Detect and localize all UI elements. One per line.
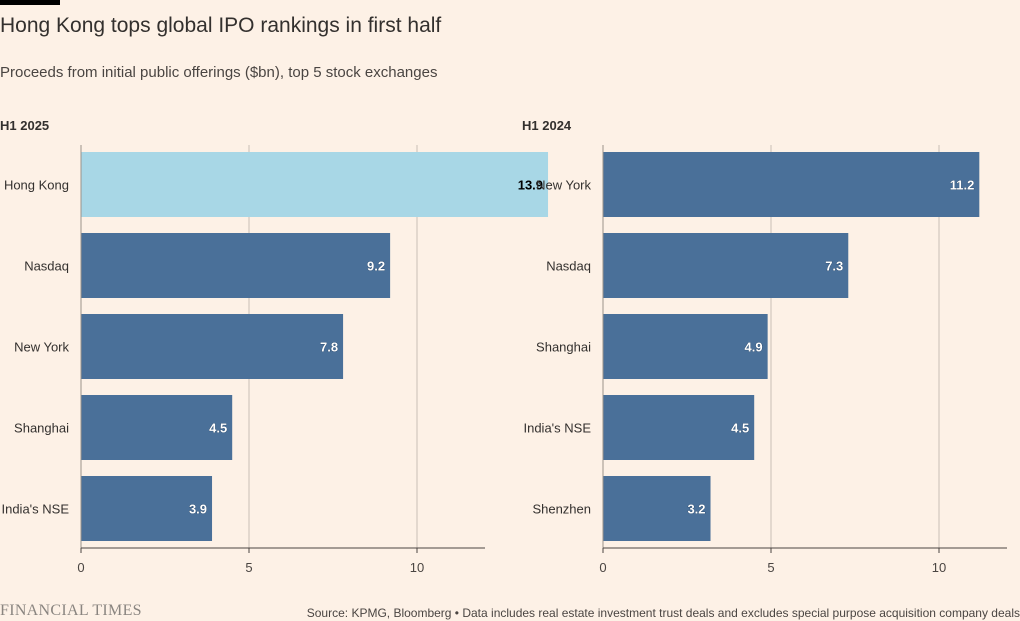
value-label-india-s-nse: 4.5 — [731, 421, 749, 436]
bar-charts: Hong Kong 13.9 Nasdaq 9.2 New York 7.8 Shangha… — [1, 145, 1007, 575]
bar-shanghai — [81, 395, 233, 460]
panel-title-h1-2025: H1 2025 — [0, 118, 50, 133]
value-label-new-york: 7.8 — [320, 340, 338, 355]
value-label-india-s-nse: 3.9 — [189, 502, 207, 517]
category-label-shanghai: Shanghai — [14, 421, 69, 436]
bar-nasdaq — [603, 233, 849, 298]
chart-title: Hong Kong tops global IPO rankings in fi… — [0, 14, 442, 37]
x-tick-label-5: 5 — [767, 560, 774, 575]
bar-india-s-nse — [81, 476, 213, 541]
category-label-shenzhen: Shenzhen — [532, 502, 591, 517]
category-label-india-s-nse: India's NSE — [523, 421, 591, 436]
category-label-hong-kong: Hong Kong — [4, 178, 69, 193]
x-tick-label-10: 10 — [932, 560, 946, 575]
value-label-shanghai: 4.9 — [745, 340, 763, 355]
brand-top-bar — [0, 0, 60, 5]
bar-new-york — [603, 152, 980, 217]
value-label-shanghai: 4.5 — [209, 421, 227, 436]
value-label-nasdaq: 7.3 — [825, 259, 843, 274]
x-tick-label-0: 0 — [77, 560, 84, 575]
ft-logo: FINANCIAL TIMES — [0, 602, 142, 619]
source-note: Source: KPMG, Bloomberg • Data includes … — [306, 606, 1020, 620]
bar-shanghai — [603, 314, 768, 379]
category-label-india-s-nse: India's NSE — [1, 502, 69, 517]
category-label-shanghai: Shanghai — [536, 340, 591, 355]
category-label-nasdaq: Nasdaq — [24, 259, 69, 274]
chart-subtitle: Proceeds from initial public offerings (… — [0, 64, 438, 81]
x-tick-label-5: 5 — [245, 560, 252, 575]
bar-hong-kong — [81, 152, 549, 217]
value-label-nasdaq: 9.2 — [367, 259, 385, 274]
bar-shenzhen — [603, 476, 711, 541]
category-label-new-york: New York — [14, 340, 69, 355]
value-label-new-york: 11.2 — [950, 178, 975, 193]
panel-title-h1-2024: H1 2024 — [522, 118, 572, 133]
bar-nasdaq — [81, 233, 391, 298]
value-label-hong-kong: 13.9 — [518, 178, 543, 193]
value-label-shenzhen: 3.2 — [687, 502, 705, 517]
bar-new-york — [81, 314, 344, 379]
category-label-new-york: New York — [536, 178, 591, 193]
category-label-nasdaq: Nasdaq — [546, 259, 591, 274]
bar-india-s-nse — [603, 395, 755, 460]
x-tick-label-0: 0 — [599, 560, 606, 575]
x-tick-label-10: 10 — [410, 560, 424, 575]
